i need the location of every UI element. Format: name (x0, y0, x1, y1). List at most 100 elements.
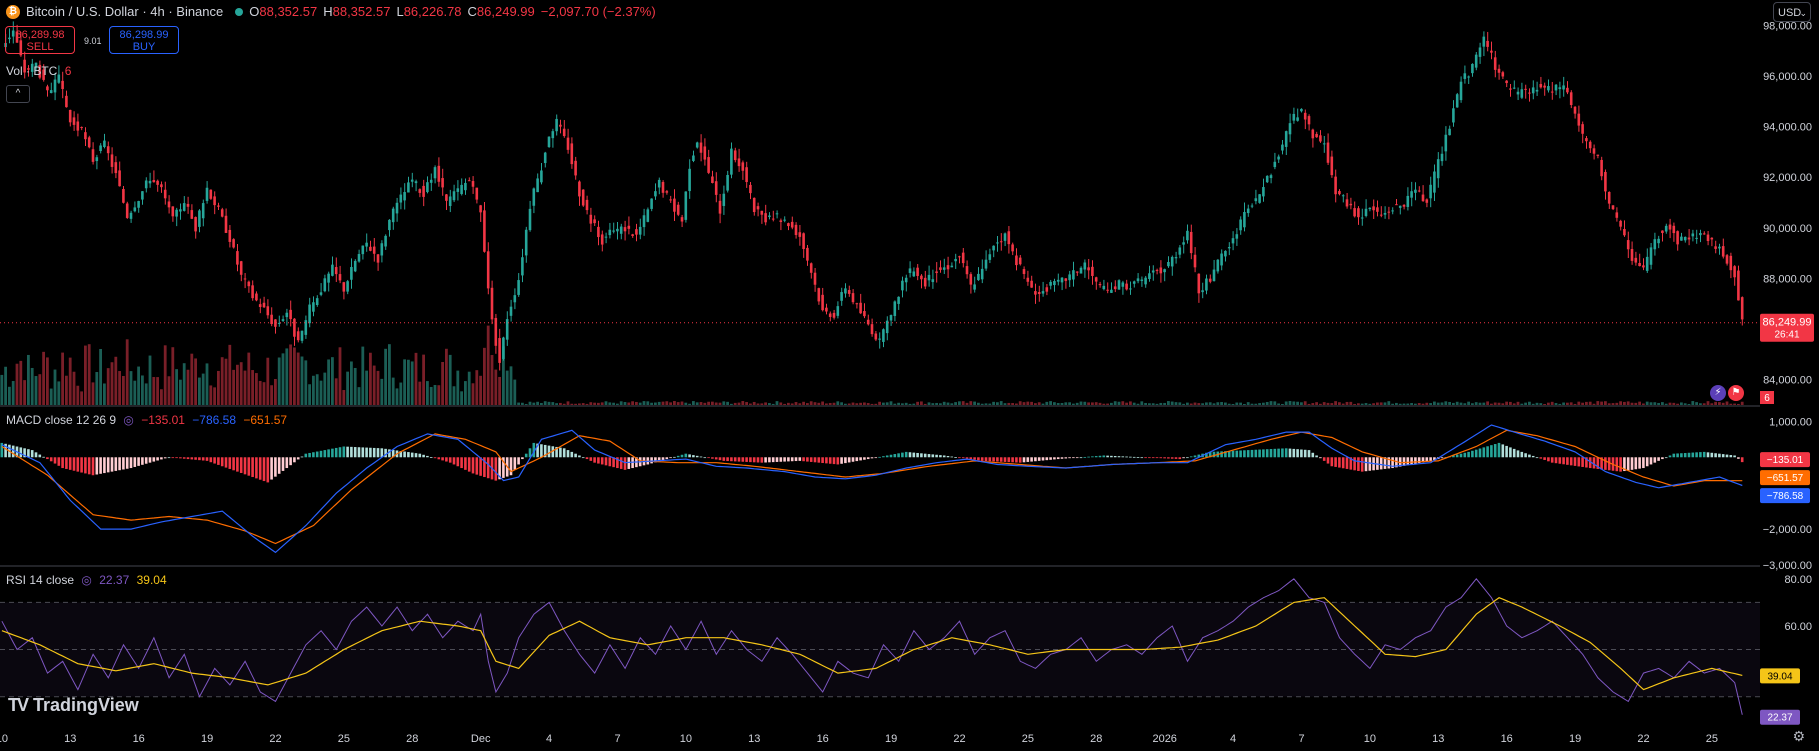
flag-icon[interactable]: ⚑ (1728, 385, 1744, 401)
candle-body (1201, 290, 1204, 293)
candle-body (110, 154, 114, 167)
volume-bar (1049, 401, 1052, 405)
candle-body (441, 178, 444, 188)
candle-body (399, 194, 403, 203)
candle-body (1037, 292, 1041, 294)
volume-bar (927, 402, 931, 405)
price-tick-label: 90,000.00 (1763, 223, 1812, 235)
indicator-settings-icon[interactable]: ◎ (81, 573, 92, 587)
macd-hist-bar (84, 457, 87, 474)
candle-body (939, 267, 942, 270)
sell-button[interactable]: 86,289.98 SELL (5, 26, 75, 54)
candle-body (1189, 231, 1193, 254)
macd-hist-bar (399, 450, 403, 458)
volume-bar (0, 374, 4, 405)
symbol-title[interactable]: Bitcoin / U.S. Dollar · 4h · Binance (26, 4, 224, 19)
volume-bar (1452, 402, 1455, 405)
volume-bar (426, 381, 429, 405)
candle-body (718, 200, 722, 214)
volume-bar (1053, 402, 1056, 405)
candle-body (817, 288, 821, 302)
candle-body (866, 319, 870, 325)
volume-bar (1212, 403, 1216, 405)
volume-bar (950, 403, 954, 405)
candle-body (410, 179, 414, 182)
macd-hist-value: −135.01 (141, 413, 185, 427)
open-value: 88,352.57 (259, 4, 318, 19)
macd-hist-bar (764, 457, 767, 463)
volume-bar (1018, 401, 1022, 405)
candle-body (315, 298, 319, 306)
volume-bar (1425, 402, 1429, 405)
candle-body (331, 264, 334, 276)
candle-body (1243, 212, 1246, 228)
macd-hist-bar (319, 450, 323, 458)
volume-bar (1174, 402, 1178, 405)
macd-hist-bar (342, 446, 346, 458)
candle-body (1395, 204, 1398, 206)
volume-bar (1417, 403, 1421, 405)
candle-body (407, 182, 410, 193)
last-price-tag (1760, 313, 1814, 342)
candle-body (338, 274, 342, 281)
candle-body (270, 314, 273, 325)
volume-bar (285, 348, 289, 405)
macd-hist-bar (1512, 448, 1516, 458)
macd-hist-bar (1569, 457, 1573, 466)
volume-bar (703, 402, 707, 405)
volume-bar (220, 357, 224, 405)
macd-hist-bar (1083, 456, 1087, 458)
volume-bar (1144, 402, 1147, 405)
buy-label: BUY (132, 41, 156, 53)
currency-selector[interactable]: USD ⌄ (1773, 2, 1811, 22)
macd-hist-bar (1015, 457, 1018, 463)
price-tick-label: 98,000.00 (1763, 20, 1812, 32)
macd-hist-bar (1197, 454, 1201, 458)
candle-body (277, 322, 281, 324)
macd-hist-bar (380, 448, 384, 458)
candle-body (84, 132, 87, 140)
candle-body (1262, 187, 1265, 197)
candle-body (977, 273, 980, 281)
countdown-label: 26:41 (1774, 330, 1799, 341)
lightning-icon[interactable]: ⚡ (1710, 385, 1726, 401)
volume-bar (870, 403, 874, 405)
macd-legend[interactable]: MACD close 12 26 9 ◎ −135.01 −786.58 −65… (6, 413, 287, 427)
candle-body (308, 304, 311, 324)
volume-bar (654, 402, 657, 405)
macd-hist-bar (1307, 450, 1311, 458)
macd-hist-bar (1030, 457, 1033, 462)
macd-hist-bar (38, 454, 42, 458)
volume-bar (1512, 403, 1516, 405)
volume-bar (209, 385, 213, 405)
indicator-settings-icon[interactable]: ◎ (123, 413, 134, 427)
time-tick-label: 10 (1364, 733, 1376, 745)
volume-legend[interactable]: Vol · BTC 6 (6, 64, 71, 78)
rsi-legend[interactable]: RSI 14 close ◎ 22.37 39.04 (6, 573, 167, 587)
chevron-up-icon[interactable]: ^ (6, 85, 30, 103)
volume-bar (190, 353, 194, 405)
volume-bar (179, 379, 182, 405)
macd-hist-bar (540, 444, 543, 458)
time-tick-label: 4 (1230, 733, 1236, 745)
candle-body (665, 191, 669, 193)
candle-body (954, 258, 957, 262)
candle-body (1193, 254, 1197, 268)
macd-hist-bar (198, 457, 201, 461)
buy-button[interactable]: 86,298.99 BUY (109, 26, 179, 54)
volume-bar (247, 352, 251, 405)
volume-bar (186, 369, 190, 405)
macd-hist-bar (1638, 457, 1641, 469)
macd-hist-bar (483, 457, 486, 478)
macd-hist-bar (1725, 454, 1729, 458)
tradingview-logo[interactable]: TV TradingView (8, 695, 139, 716)
macd-hist-bar (160, 457, 163, 460)
macd-hist-bar (562, 448, 566, 458)
macd-hist-bar (817, 457, 821, 463)
macd-hist-bar (771, 457, 775, 463)
macd-hist-bar (1391, 457, 1394, 469)
gear-icon[interactable]: ⚙ (1792, 728, 1805, 744)
macd-hist-bar (908, 452, 912, 458)
macd-hist-bar (213, 457, 216, 464)
